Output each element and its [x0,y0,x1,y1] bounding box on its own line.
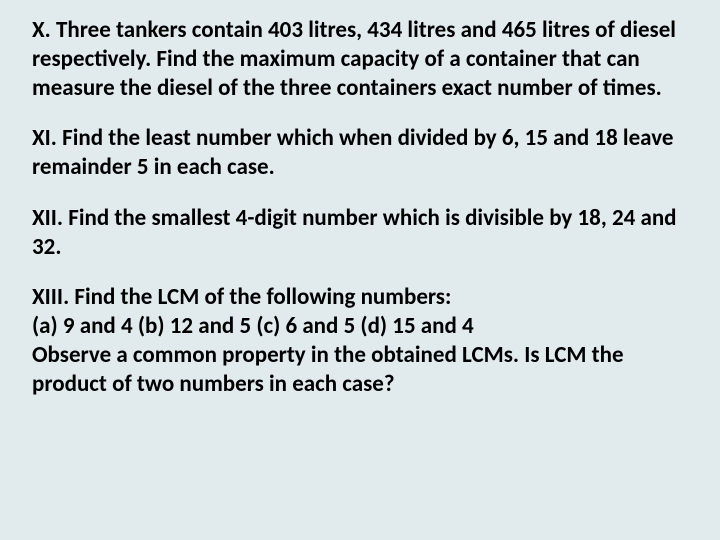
question-xiii-line3: Observe a common property in the obtaine… [32,341,624,398]
question-xii: XII. Find the smallest 4-digit number wh… [32,204,688,262]
question-xiii: XIII. Find the LCM of the following numb… [32,283,688,398]
question-x: X. Three tankers contain 403 litres, 434… [32,16,688,102]
question-xiii-line2: (a) 9 and 4 (b) 12 and 5 (c) 6 and 5 (d)… [32,312,474,340]
question-x-text: X. Three tankers contain 403 litres, 434… [32,16,676,102]
question-xi-text: XI. Find the least number which when div… [32,124,673,181]
question-xii-text: XII. Find the smallest 4-digit number wh… [32,204,677,261]
question-xiii-line1: XIII. Find the LCM of the following numb… [32,283,451,311]
question-xi: XI. Find the least number which when div… [32,124,688,182]
